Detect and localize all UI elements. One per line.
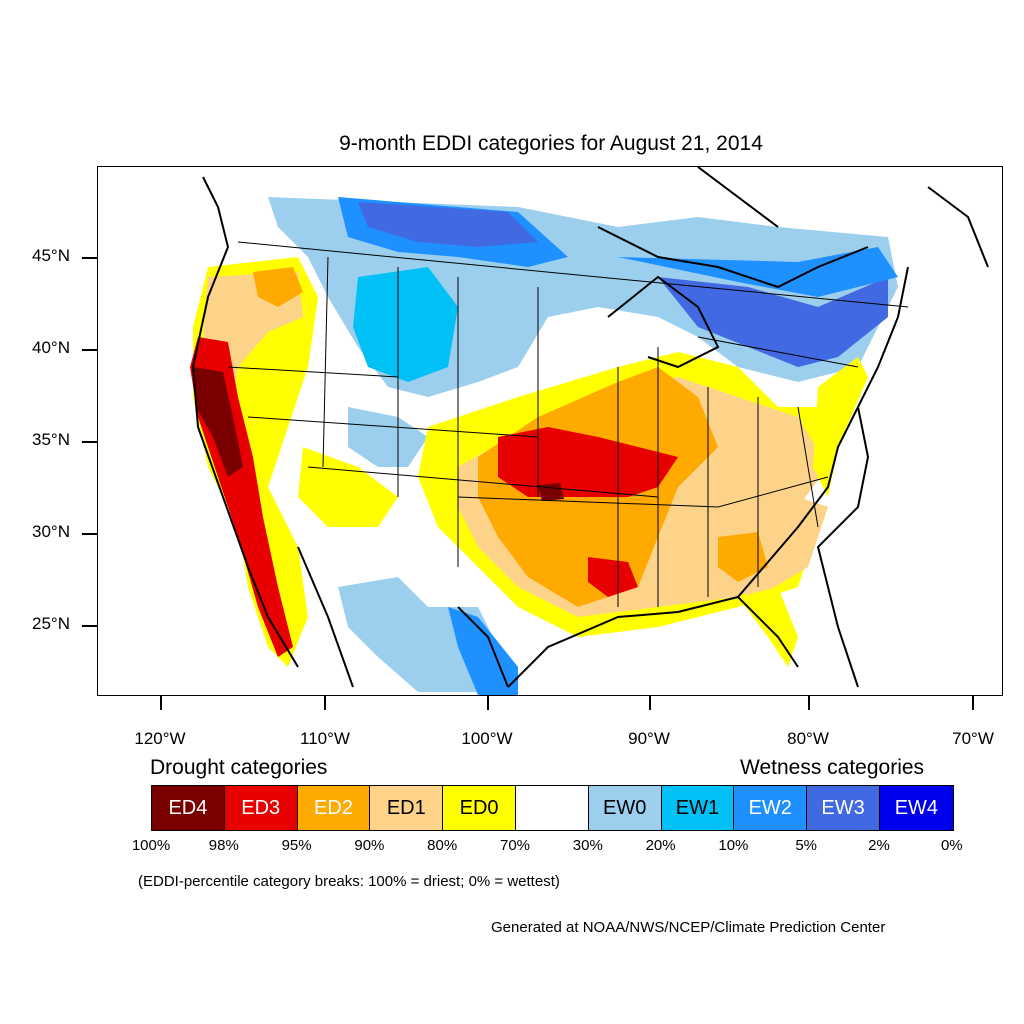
lon-tick-80w — [808, 696, 810, 710]
legend-swatch-ed0: ED0 — [443, 786, 516, 830]
eddi-map-graphic — [190, 167, 989, 695]
wetness-heading: Wetness categories — [740, 756, 925, 779]
lat-tick-30 — [82, 533, 97, 535]
lon-tick-70w — [972, 696, 974, 710]
lon-tick-90w — [649, 696, 651, 710]
break-label: 5% — [795, 837, 818, 854]
state-boundaries — [227, 241, 909, 607]
legend-swatch-ew4: EW4 — [879, 786, 953, 830]
wet-region-greatlakes-ew3 — [658, 277, 888, 367]
lon-label-100w: 100°W — [461, 729, 513, 748]
legend-swatch-ew2: EW2 — [734, 786, 808, 830]
lat-tick-45 — [82, 257, 97, 259]
wet-region-colorado — [348, 407, 428, 467]
dry-region-southeast-ed2 — [718, 532, 768, 582]
break-label: 2% — [868, 837, 890, 854]
legend-swatch-ed4: ED4 — [152, 786, 225, 830]
eddi-map — [97, 166, 1003, 696]
lon-label-90w: 90°W — [628, 729, 670, 748]
legend-swatch-ew1: EW1 — [661, 786, 735, 830]
break-label: 0% — [940, 837, 963, 854]
break-label: 95% — [281, 837, 312, 854]
credit-line: Generated at NOAA/NWS/NCEP/Climate Predi… — [491, 919, 886, 936]
map-title: 9-month EDDI categories for August 21, 2… — [339, 132, 763, 155]
lon-label-120w: 120°W — [134, 729, 186, 748]
lat-label-30: 30°N — [32, 522, 70, 541]
wet-region-north-ew3 — [358, 202, 538, 247]
legend-swatch-normal — [515, 786, 589, 830]
lat-tick-35 — [82, 441, 97, 443]
lon-tick-120w — [160, 696, 162, 710]
lon-label-80w: 80°W — [787, 729, 829, 748]
category-legend: ED4 ED3 ED2 ED1 ED0 EW0 EW1 EW2 EW3 EW4 — [151, 785, 954, 831]
lon-label-70w: 70°W — [952, 729, 994, 748]
dry-region-louisiana-ed3 — [588, 557, 638, 597]
lon-tick-110w — [324, 696, 326, 710]
break-label: 10% — [718, 837, 749, 854]
lat-tick-25 — [82, 625, 97, 627]
coastline — [191, 167, 989, 688]
lat-label-35: 35°N — [32, 430, 70, 449]
break-label: 90% — [354, 837, 385, 854]
legend-swatch-ed2: ED2 — [297, 786, 371, 830]
wet-region-north-ew1 — [353, 267, 458, 382]
dry-region-west-ed4 — [193, 367, 243, 477]
dry-region-idaho-ed2 — [253, 267, 303, 307]
dry-region-kansas-ed4 — [538, 483, 564, 501]
category-note: (EDDI-percentile category breaks: 100% =… — [138, 873, 560, 890]
dry-region-eastcoast-ed0 — [813, 357, 868, 497]
lat-label-40: 40°N — [32, 338, 70, 357]
legend-swatch-ew3: EW3 — [807, 786, 880, 830]
lat-tick-40 — [82, 349, 97, 351]
lat-label-25: 25°N — [32, 614, 70, 633]
break-label: 100% — [131, 837, 171, 854]
lat-label-45: 45°N — [32, 246, 70, 265]
wet-region-texas-ew1 — [448, 607, 518, 695]
lon-tick-100w — [487, 696, 489, 710]
legend-swatch-ed1: ED1 — [370, 786, 444, 830]
break-label: 80% — [427, 837, 458, 854]
dry-region-central-ed3 — [498, 427, 678, 497]
drought-heading: Drought categories — [150, 756, 328, 779]
wet-region-northeast-ew2 — [618, 247, 898, 297]
legend-swatch-ed3: ED3 — [224, 786, 298, 830]
break-label: 70% — [499, 837, 531, 854]
break-label: 20% — [645, 837, 676, 854]
break-label: 30% — [572, 837, 603, 854]
legend-swatch-ew0: EW0 — [588, 786, 662, 830]
lon-label-110w: 110°W — [300, 729, 350, 748]
wet-region-southwest — [338, 577, 498, 692]
break-label: 98% — [208, 837, 239, 854]
